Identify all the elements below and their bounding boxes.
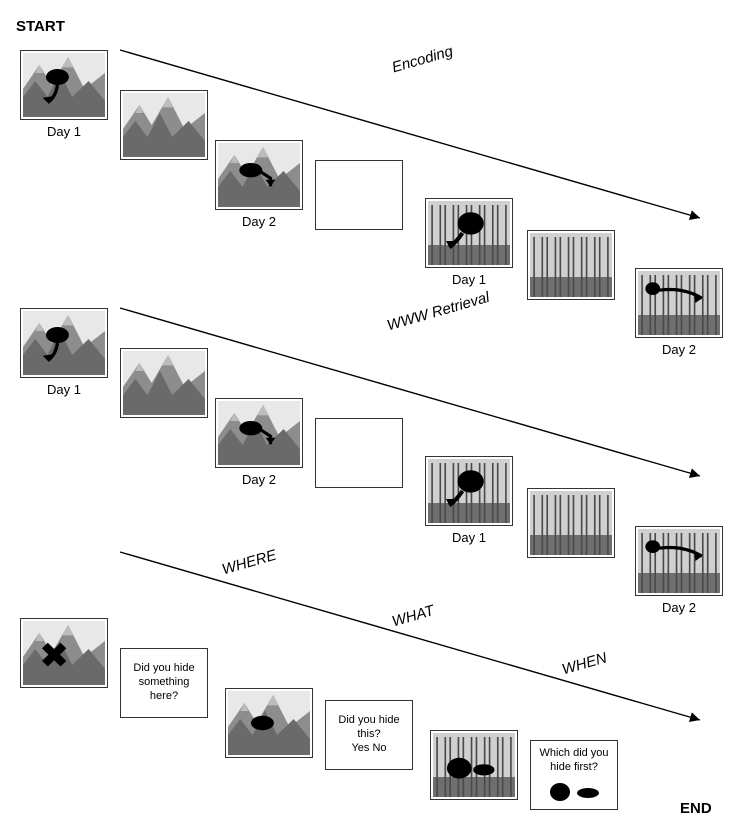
scene-tile xyxy=(635,268,723,338)
diagram-stage: STARTENDEncodingWWW RetrievalWHEREWHATWH… xyxy=(0,0,737,839)
question-box: Did you hide something here? xyxy=(120,648,208,718)
tile-caption: Day 1 xyxy=(447,272,491,287)
scene-tile xyxy=(120,90,208,160)
scene-tile xyxy=(20,50,108,120)
tile-caption: Day 2 xyxy=(237,472,281,487)
scene-tile xyxy=(635,526,723,596)
scene-tile xyxy=(20,308,108,378)
scene-tile xyxy=(215,140,303,210)
scene-tile xyxy=(20,618,108,688)
tile-caption: Day 2 xyxy=(657,342,701,357)
tile-caption: Day 2 xyxy=(657,600,701,615)
scene-tile xyxy=(215,398,303,468)
scene-tile xyxy=(315,418,403,488)
scene-tile xyxy=(527,488,615,558)
tile-caption: Day 1 xyxy=(42,382,86,397)
scene-tile xyxy=(425,198,513,268)
start-label: START xyxy=(16,18,65,35)
tile-caption: Day 2 xyxy=(237,214,281,229)
scene-tile xyxy=(120,348,208,418)
question-box: Which did you hide first? xyxy=(530,740,618,810)
scene-tile xyxy=(315,160,403,230)
tile-caption: Day 1 xyxy=(42,124,86,139)
scene-tile xyxy=(430,730,518,800)
tile-caption: Day 1 xyxy=(447,530,491,545)
scene-tile xyxy=(225,688,313,758)
end-label: END xyxy=(680,800,712,817)
scene-tile xyxy=(425,456,513,526)
question-box: Did you hide this?Yes No xyxy=(325,700,413,770)
scene-tile xyxy=(527,230,615,300)
